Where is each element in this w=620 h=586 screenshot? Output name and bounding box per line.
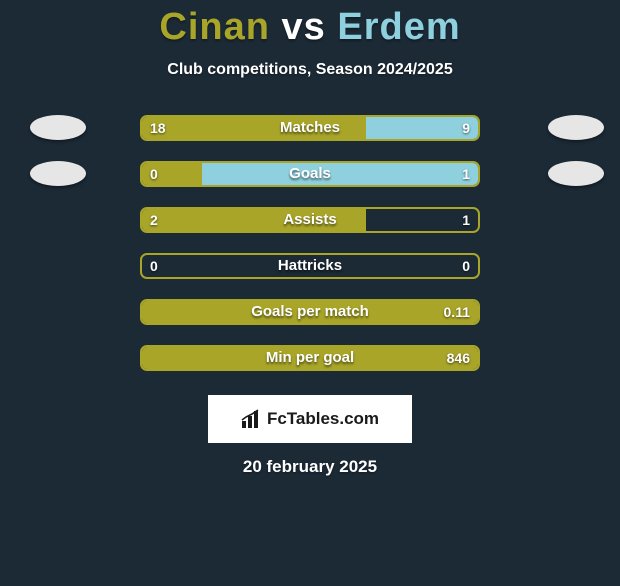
value-player2: 1 xyxy=(454,209,478,231)
title-player1: Cinan xyxy=(159,6,270,48)
bars-icon xyxy=(241,409,261,429)
page-title: Cinan vs Erdem xyxy=(0,6,620,49)
subtitle: Club competitions, Season 2024/2025 xyxy=(0,61,620,79)
stat-bar: 846Min per goal xyxy=(140,345,480,371)
stat-row: 21Assists xyxy=(0,207,620,235)
stat-row: 846Min per goal xyxy=(0,345,620,373)
stat-row: 189Matches xyxy=(0,115,620,143)
value-player2: 0 xyxy=(454,255,478,277)
value-player2: 9 xyxy=(454,117,478,139)
stat-row: 0 0Hattricks xyxy=(0,253,620,281)
value-player1: 2 xyxy=(142,209,166,231)
stat-bar: 0.11Goals per match xyxy=(140,299,480,325)
player1-avatar xyxy=(30,115,86,140)
stat-label: Hattricks xyxy=(142,255,478,277)
snapshot-date: 20 february 2025 xyxy=(0,457,620,477)
stat-bar: 0 0Hattricks xyxy=(140,253,480,279)
fill-player2 xyxy=(202,163,478,185)
player2-avatar xyxy=(548,161,604,186)
stat-bar: 01Goals xyxy=(140,161,480,187)
title-vs: vs xyxy=(282,6,326,48)
brand-text: FcTables.com xyxy=(267,409,379,429)
comparison-card: Cinan vs Erdem Club competitions, Season… xyxy=(0,6,620,586)
title-player2: Erdem xyxy=(337,6,460,48)
fill-player1 xyxy=(142,301,478,323)
fill-player1 xyxy=(142,209,366,231)
value-player1: 0 xyxy=(142,255,166,277)
stat-bar: 21Assists xyxy=(140,207,480,233)
player1-avatar xyxy=(30,161,86,186)
value-player1: 0 xyxy=(142,163,166,185)
stats-container: 189Matches01Goals21Assists00Hattricks0.1… xyxy=(0,115,620,373)
fill-player1 xyxy=(142,117,366,139)
value-player2: 0.11 xyxy=(436,301,478,323)
fill-player1 xyxy=(142,347,478,369)
stat-row: 01Goals xyxy=(0,161,620,189)
player2-avatar xyxy=(548,115,604,140)
value-player2: 846 xyxy=(439,347,478,369)
brand-badge: FcTables.com xyxy=(208,395,412,443)
value-player2: 1 xyxy=(454,163,478,185)
value-player1: 18 xyxy=(142,117,174,139)
stat-bar: 189Matches xyxy=(140,115,480,141)
stat-row: 0.11Goals per match xyxy=(0,299,620,327)
